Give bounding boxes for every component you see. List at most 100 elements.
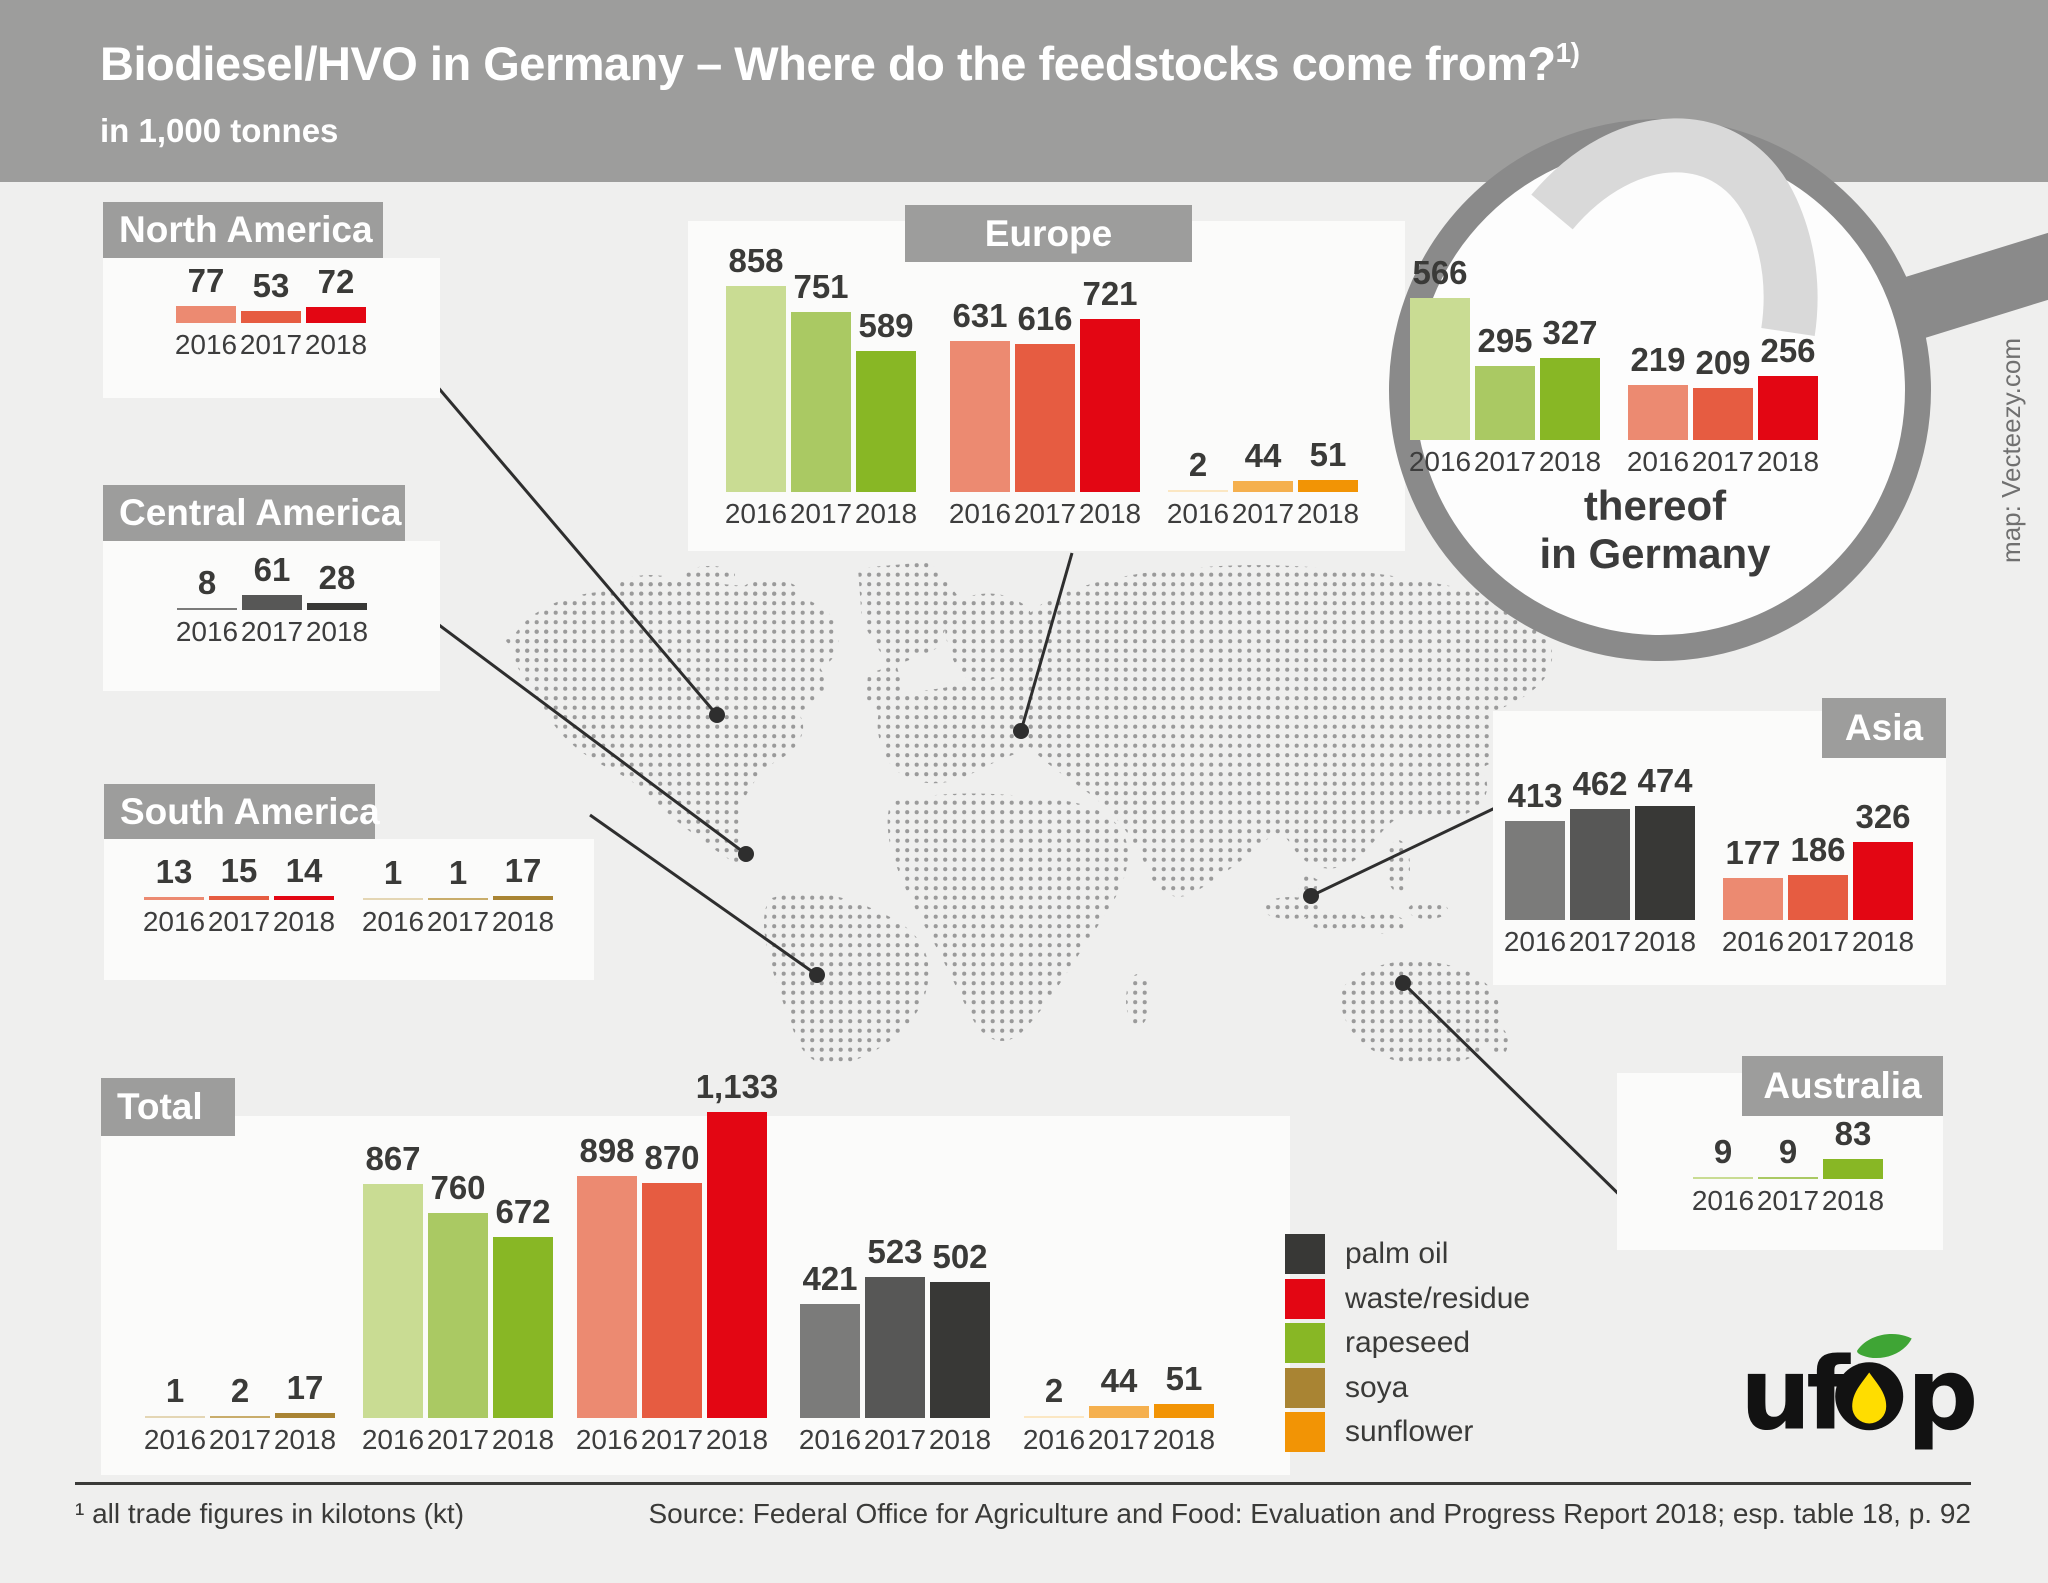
- bar-year-label: 2018: [1756, 446, 1820, 477]
- bar-value-label: 44: [1244, 437, 1282, 474]
- bar-year-label: 2018: [305, 616, 369, 647]
- bar-value-label: 1: [383, 854, 403, 891]
- bar-year-label: 2018: [1078, 498, 1142, 529]
- bar-year-label: 2018: [705, 1424, 769, 1455]
- bar-value-label: 51: [1165, 1360, 1203, 1397]
- page-title-text: Biodiesel/HVO in Germany – Where do the …: [100, 37, 1556, 90]
- leaf-icon: [1857, 1333, 1912, 1359]
- bar-year-label: 2017: [240, 616, 304, 647]
- legend-label-rapeseed: rapeseed: [1345, 1326, 1471, 1359]
- bar-australia-rapeseed-2018: [1823, 1159, 1883, 1179]
- legend-label-waste-residue: waste/residue: [1345, 1281, 1531, 1315]
- legend-swatch-palm-oil: [1285, 1234, 1325, 1274]
- bar-year-label: 2017: [789, 498, 853, 529]
- bar-value-label: 28: [318, 559, 356, 596]
- footer-divider: [75, 1482, 1971, 1485]
- bar-total-sunflower-2016: [1024, 1416, 1084, 1418]
- bar-value-label: 462: [1572, 765, 1628, 802]
- bar-europe-sunflower-2017: [1233, 481, 1293, 492]
- bar-value-label: 53: [252, 267, 290, 304]
- bar-value-label: 256: [1760, 332, 1816, 369]
- ufop-logo: uf p: [1740, 1333, 1978, 1453]
- bar-value-label: 17: [504, 852, 542, 889]
- bar-year-label: 2017: [1013, 498, 1077, 529]
- bar-total-waste-residue-2016: [577, 1176, 637, 1418]
- continent-indonesia: [1408, 901, 1448, 919]
- continent-philippines: [1386, 840, 1410, 892]
- header-band: [0, 0, 2048, 182]
- bar-germany-waste-residue-2017: [1693, 388, 1753, 440]
- bar-europe-rapeseed-2017: [791, 312, 851, 492]
- bar-year-label: 2018: [854, 498, 918, 529]
- region-box-south-america: [104, 839, 594, 980]
- map-marker-europe: [1013, 723, 1029, 739]
- bar-total-rapeseed-2017: [428, 1213, 488, 1418]
- bar-total-sunflower-2018: [1154, 1404, 1214, 1418]
- legend-swatch-sunflower: [1285, 1412, 1325, 1452]
- bar-value-label: 474: [1637, 762, 1693, 799]
- bar-year-label: 2016: [1721, 926, 1785, 957]
- map-marker-asia: [1303, 888, 1319, 904]
- bar-europe-sunflower-2018: [1298, 480, 1358, 492]
- bar-south-america-soya-2018: [493, 896, 553, 900]
- bar-year-label: 2016: [1503, 926, 1567, 957]
- legend-label-palm-oil: palm oil: [1345, 1237, 1449, 1270]
- bar-year-label: 2016: [1166, 498, 1230, 529]
- bar-year-label: 2018: [1821, 1185, 1885, 1216]
- continent-europe: [877, 681, 1061, 784]
- bar-value-label: 219: [1630, 341, 1686, 378]
- connector-europe: [1019, 552, 1074, 732]
- bar-germany-waste-residue-2016: [1628, 385, 1688, 440]
- bar-value-label: 413: [1507, 777, 1563, 814]
- bar-year-label: 2016: [575, 1424, 639, 1455]
- magnifier-caption-line1: thereof: [1583, 482, 1727, 529]
- bar-value-label: 502: [932, 1238, 988, 1275]
- bar-year-label: 2016: [1626, 446, 1690, 477]
- bar-value-label: 51: [1309, 436, 1347, 473]
- bar-year-label: 2017: [1568, 926, 1632, 957]
- bar-year-label: 2016: [361, 1424, 425, 1455]
- bar-year-label: 2018: [1851, 926, 1915, 957]
- page-title: Biodiesel/HVO in Germany – Where do the …: [100, 36, 1580, 91]
- bar-year-label: 2016: [798, 1424, 862, 1455]
- region-label-north-america: North America: [103, 202, 383, 258]
- continent-africa: [887, 793, 1129, 1041]
- continent-north-america: [510, 581, 839, 868]
- bar-central-america-palm-oil-2018: [307, 603, 367, 610]
- region-box-europe: [688, 221, 1405, 551]
- continent-madagascar: [1126, 974, 1150, 1026]
- bar-asia-palm-oil-2018: [1635, 806, 1695, 920]
- bar-year-label: 2018: [272, 906, 336, 937]
- bar-central-america-palm-oil-2016: [177, 608, 237, 610]
- footnote: ¹ all trade figures in kilotons (kt): [75, 1498, 465, 1529]
- bar-europe-waste-residue-2018: [1080, 319, 1140, 492]
- continent-new-zealand: [1484, 996, 1500, 1028]
- bar-year-label: 2016: [948, 498, 1012, 529]
- region-box-australia: [1617, 1073, 1943, 1250]
- page-subtitle: in 1,000 tonnes: [100, 112, 339, 149]
- bar-value-label: 77: [187, 262, 225, 299]
- bar-asia-palm-oil-2017: [1570, 809, 1630, 920]
- connector-north-america: [428, 377, 719, 716]
- bar-asia-waste-residue-2018: [1853, 842, 1913, 920]
- arctic-island: [620, 575, 680, 595]
- bar-year-label: 2016: [1691, 1185, 1755, 1216]
- bar-total-soya-2018: [275, 1413, 335, 1418]
- map-marker-south-america: [809, 967, 825, 983]
- bar-year-label: 2018: [1152, 1424, 1216, 1455]
- bar-value-label: 867: [365, 1140, 421, 1177]
- region-label-central-america: Central America: [103, 485, 405, 541]
- region-box-north-america: [103, 258, 440, 398]
- bar-germany-rapeseed-2018: [1540, 358, 1600, 440]
- bar-total-soya-2017: [210, 1416, 270, 1418]
- magnifier-handle: [1897, 232, 2048, 341]
- legend-label-sunflower: sunflower: [1345, 1415, 1474, 1448]
- bar-value-label: 209: [1695, 344, 1751, 381]
- connector-australia: [1401, 981, 1639, 1214]
- bar-value-label: 15: [220, 852, 258, 889]
- bar-year-label: 2018: [1633, 926, 1697, 957]
- region-label-south-america: South America: [104, 784, 380, 839]
- bar-value-label: 83: [1834, 1115, 1872, 1152]
- region-label-total: Total: [101, 1078, 235, 1136]
